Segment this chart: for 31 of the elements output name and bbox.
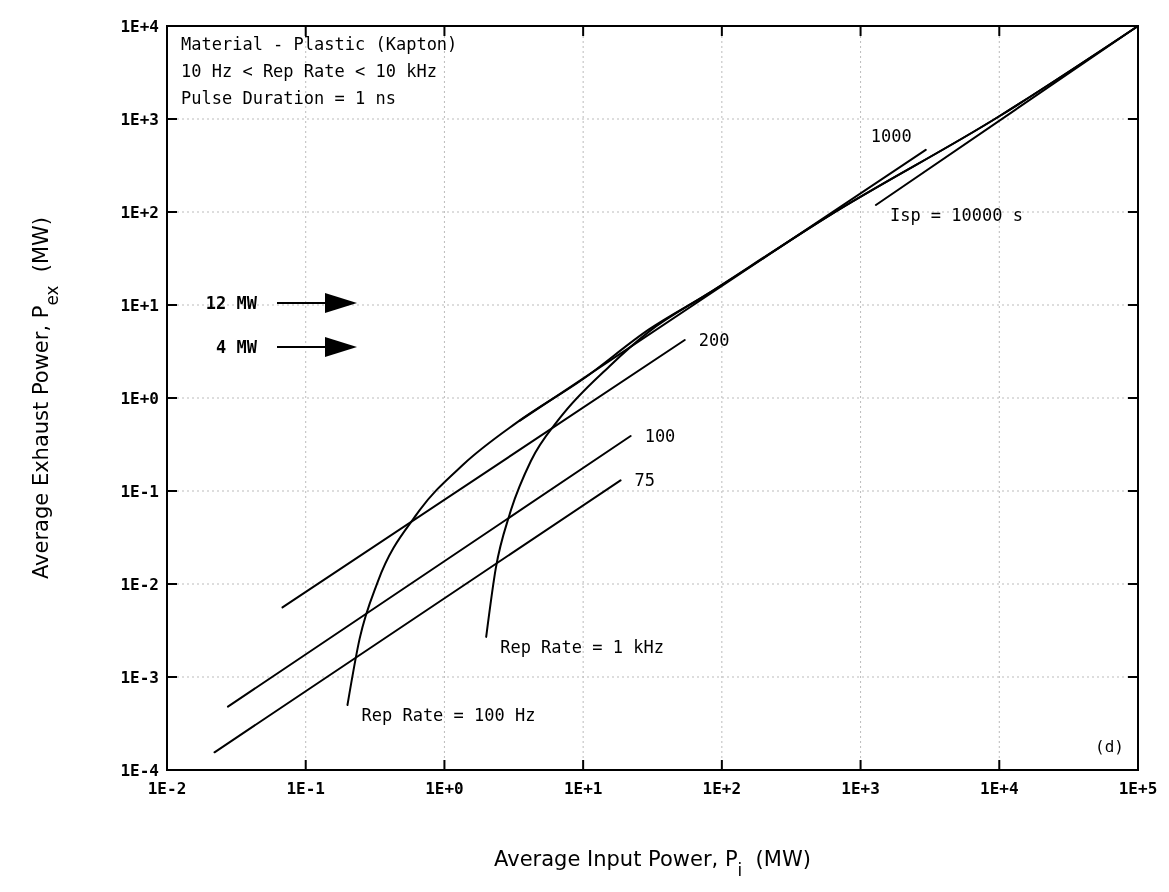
- y-tick-label: 1E-2: [120, 575, 159, 594]
- series-label: Rep Rate = 1 kHz: [500, 636, 664, 657]
- x-tick-label: 1E+4: [980, 779, 1019, 798]
- y-tick-label: 1E-3: [120, 668, 159, 687]
- y-tick-label: 1E+2: [120, 203, 159, 222]
- x-axis-title: Average Input Power, P$_{i}$ (MW): [494, 847, 811, 880]
- y-tick-label: 1E-4: [120, 761, 159, 780]
- series-label: 1000: [870, 125, 912, 146]
- x-tick-label: 1E-2: [147, 779, 187, 798]
- x-tick-label: 1E+0: [425, 779, 464, 798]
- y-tick-label: 1E+1: [120, 296, 159, 315]
- x-tick-label: 1E+5: [1118, 779, 1158, 798]
- x-tick-label: 1E+1: [563, 779, 603, 798]
- annotation: (d): [1095, 737, 1124, 756]
- y-tick-label: 1E+3: [120, 110, 159, 129]
- x-tick-label: 1E+2: [702, 779, 742, 798]
- y-tick-label: 1E-1: [120, 482, 159, 501]
- y-tick-label: 1E+0: [120, 389, 159, 408]
- series-label: 200: [698, 330, 730, 351]
- y-tick-label: 1E+4: [120, 17, 159, 36]
- x-tick-label: 1E+3: [841, 779, 880, 798]
- series-label: 100: [644, 426, 676, 447]
- annotation: 12 MW: [205, 293, 258, 313]
- annotation: 4 MW: [216, 337, 258, 357]
- series-label: Rep Rate = 100 Hz: [361, 705, 536, 725]
- annotation: 10 Hz < Rep Rate < 10 kHz: [181, 61, 437, 81]
- series-label: Isp = 10000 s: [889, 204, 1023, 225]
- x-tick-label: 1E-1: [286, 779, 325, 798]
- series-label: 75: [634, 470, 656, 491]
- annotation: Material - Plastic (Kapton): [181, 34, 458, 54]
- annotation: Pulse Duration = 1 ns: [181, 88, 396, 108]
